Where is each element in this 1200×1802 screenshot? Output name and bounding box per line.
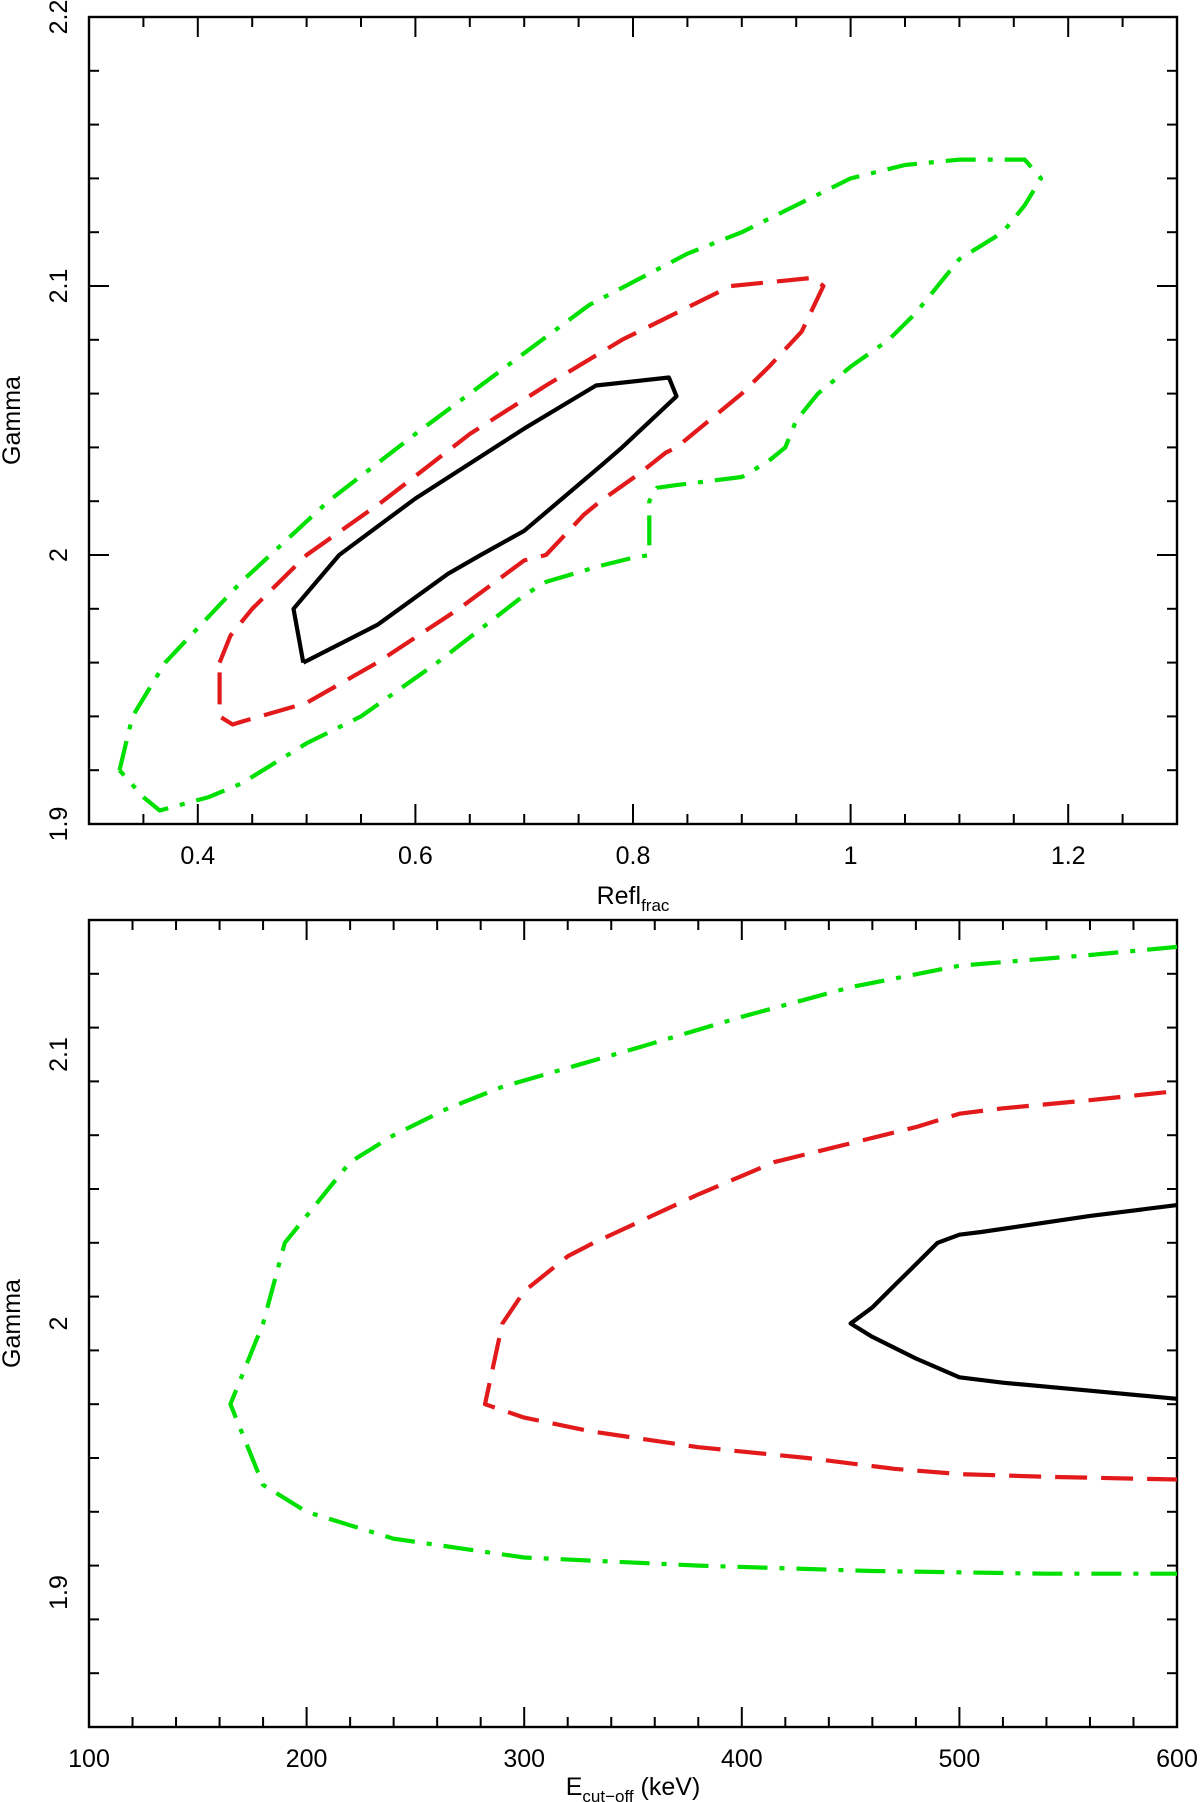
- x-axis-title: Ecut−off (keV): [566, 1773, 701, 1802]
- contour-solid-inner: [291, 375, 679, 665]
- x-tick-label: 0.8: [616, 842, 651, 870]
- y-axis-title: Gamma: [0, 1279, 26, 1368]
- y-tick-label: 2.1: [45, 1037, 73, 1072]
- x-tick-label: 200: [286, 1745, 328, 1773]
- x-tick-label: 100: [68, 1745, 110, 1773]
- ecutoff-vs-gamma-panel: 100 200 300 400 500 600 1.9 2 2.1 Ecut−off (keV) G…: [0, 918, 1198, 1802]
- x-tick-label: 1: [844, 842, 858, 870]
- x-tick-label: 0.4: [180, 842, 215, 870]
- x-tick-label: 1.2: [1051, 842, 1086, 870]
- y-tick-label: 1.9: [45, 807, 73, 842]
- contour-dashdot-outer: [228, 944, 1178, 1576]
- x-tick-label: 0.6: [398, 842, 433, 870]
- y-tick-label: 1.9: [45, 1575, 73, 1610]
- y-axis-title: Gamma: [0, 376, 26, 465]
- y-tick-label: 2: [45, 1317, 73, 1331]
- y-tick-label: 2: [45, 548, 73, 562]
- refl-frac-vs-gamma-panel: 0.4 0.6 0.8 1 1.2 1.9 2 2.1 2.2 Reflfrac Gamma: [0, 0, 1179, 915]
- x-tick-label: 600: [1156, 1745, 1198, 1773]
- plot-frame: [87, 918, 1179, 1729]
- contour-solid-inner: [848, 1203, 1178, 1401]
- y-tick-label: 2.1: [45, 269, 73, 304]
- y-tick-label: 2.2: [45, 0, 73, 34]
- contour-dashdot-outer: [117, 157, 1044, 813]
- contour-dashed-middle: [217, 275, 826, 727]
- x-tick-label: 300: [503, 1745, 545, 1773]
- contour-dashed-middle: [482, 1090, 1178, 1482]
- plot-frame: [87, 15, 1179, 826]
- x-tick-label: 500: [939, 1745, 981, 1773]
- x-axis-title: Reflfrac: [597, 882, 670, 915]
- x-tick-label: 400: [721, 1745, 763, 1773]
